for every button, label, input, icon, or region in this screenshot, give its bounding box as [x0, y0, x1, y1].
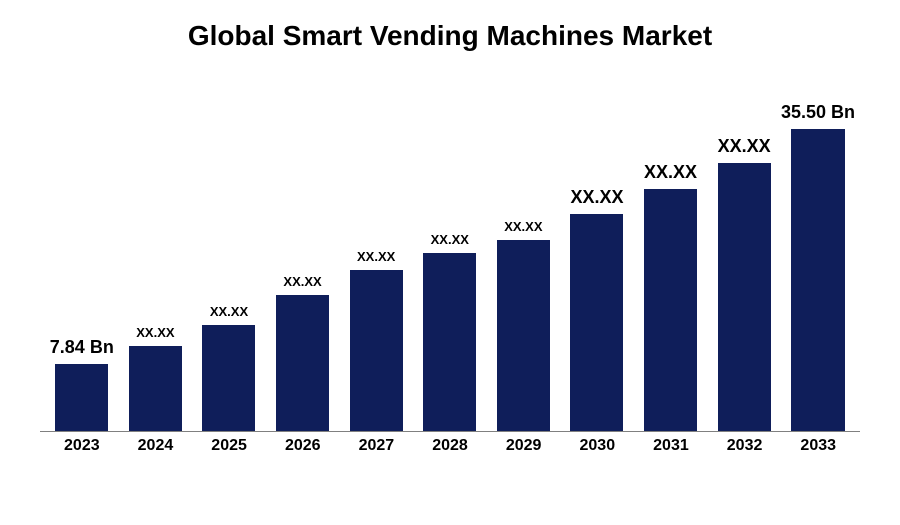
x-axis-label: 2029 [487, 437, 561, 462]
x-axis-label: 2032 [708, 437, 782, 462]
x-axis-label: 2026 [266, 437, 340, 462]
bar-value-label: XX.XX [210, 304, 248, 319]
bar-value-label: XX.XX [136, 325, 174, 340]
bar-value-label: 35.50 Bn [781, 102, 855, 123]
bar-value-label: XX.XX [644, 162, 697, 183]
bars-container: 7.84 Bn XX.XX XX.XX XX.XX XX.XX XX.XX XX.XX XX.… [40, 92, 860, 432]
bar-value-label: XX.XX [283, 274, 321, 289]
bar-value-label: XX.XX [431, 232, 469, 247]
chart-title: Global Smart Vending Machines Market [40, 20, 860, 52]
bar-group: XX.XX [487, 219, 561, 431]
bar-value-label: XX.XX [357, 249, 395, 264]
bar [55, 364, 108, 431]
bar [718, 163, 771, 431]
bar-group: XX.XX [707, 136, 781, 431]
bar-value-label: 7.84 Bn [50, 337, 114, 358]
x-axis-label: 2030 [560, 437, 634, 462]
x-axis-label: 2031 [634, 437, 708, 462]
bar [202, 325, 255, 431]
bar [350, 270, 403, 432]
bar-value-label: XX.XX [570, 187, 623, 208]
x-axis-label: 2023 [45, 437, 119, 462]
bar-group: XX.XX [266, 274, 340, 431]
bar [276, 295, 329, 431]
bar-value-label: XX.XX [504, 219, 542, 234]
x-axis-labels: 2023202420252026202720282029203020312032… [40, 437, 860, 462]
bar-group: 35.50 Bn [781, 102, 855, 431]
bar-group: 7.84 Bn [45, 337, 119, 431]
bar [129, 346, 182, 431]
chart-area: 7.84 Bn XX.XX XX.XX XX.XX XX.XX XX.XX XX.XX XX.… [40, 82, 860, 462]
bar-group: XX.XX [119, 325, 193, 431]
bar-group: XX.XX [339, 249, 413, 432]
bar [644, 189, 697, 431]
bar [497, 240, 550, 431]
x-axis-label: 2028 [413, 437, 487, 462]
x-axis-label: 2024 [119, 437, 193, 462]
bar-group: XX.XX [634, 162, 708, 431]
bar [423, 253, 476, 432]
x-axis-label: 2033 [781, 437, 855, 462]
x-axis-label: 2025 [192, 437, 266, 462]
bar [791, 129, 844, 431]
bar-group: XX.XX [413, 232, 487, 432]
x-axis-label: 2027 [340, 437, 414, 462]
bar [570, 214, 623, 431]
bar-group: XX.XX [560, 187, 634, 431]
bar-value-label: XX.XX [718, 136, 771, 157]
bar-group: XX.XX [192, 304, 266, 431]
